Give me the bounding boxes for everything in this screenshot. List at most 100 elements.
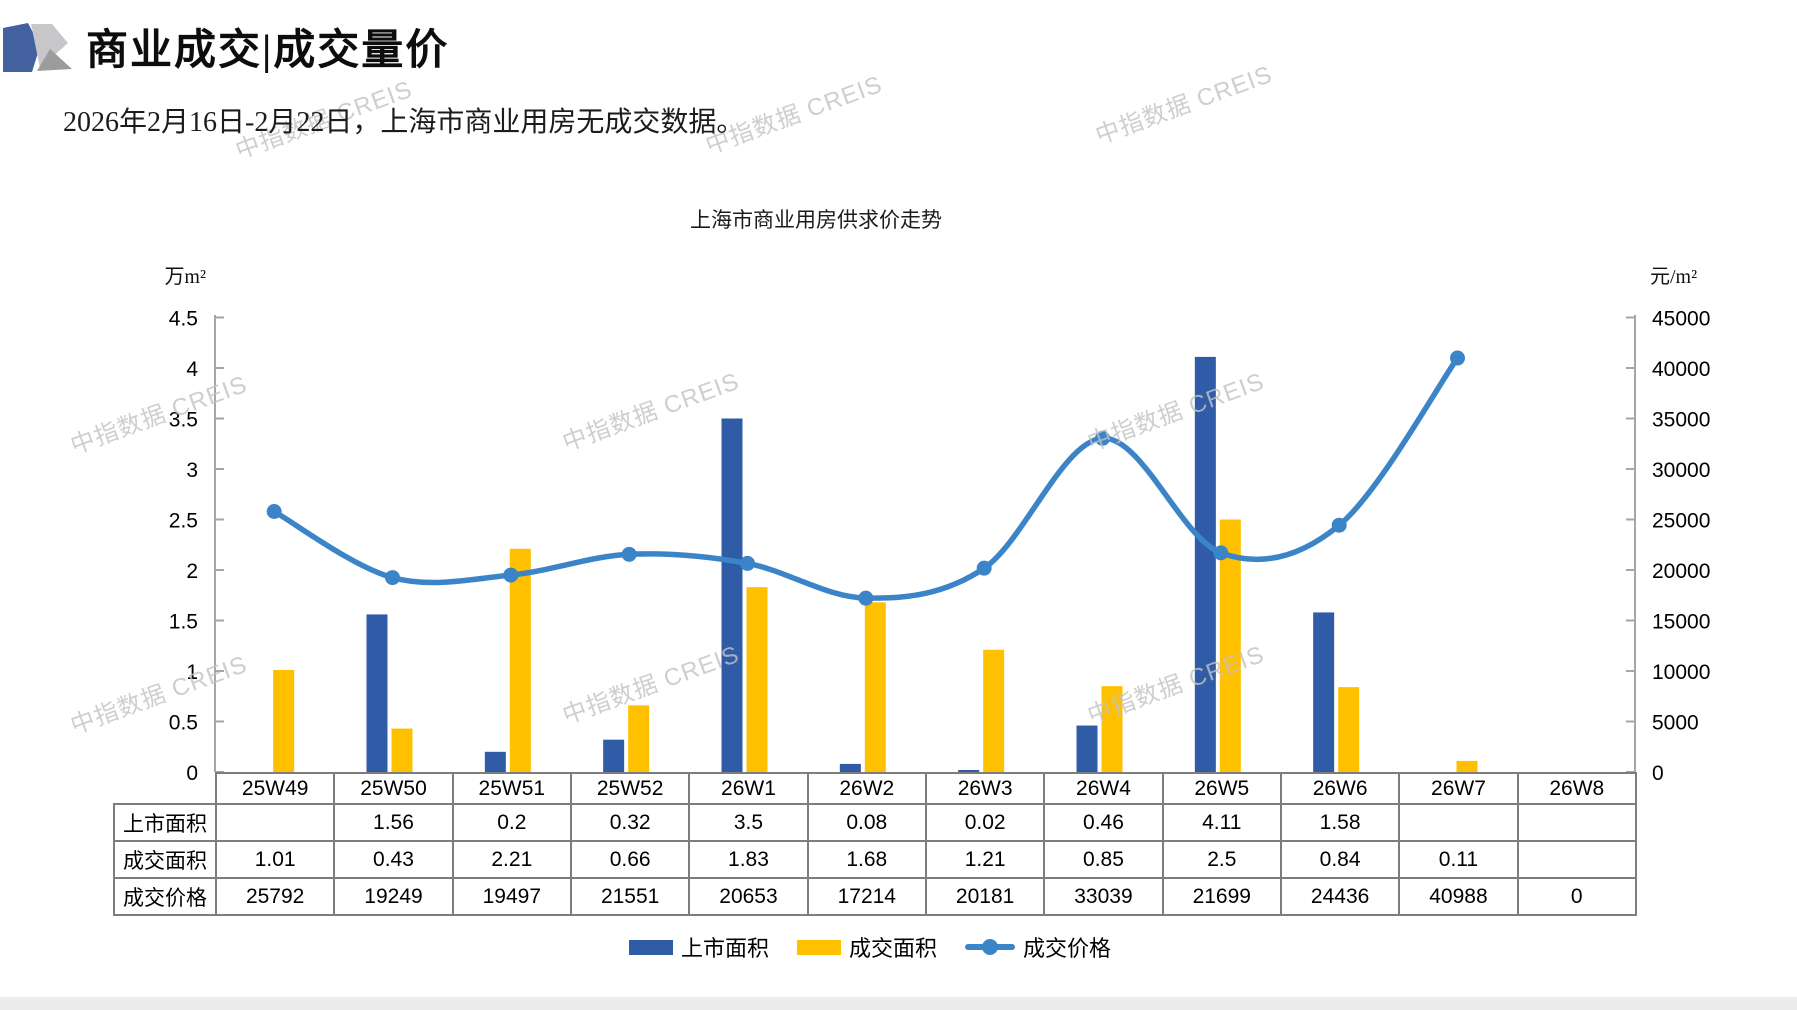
sold-price-point [503,567,519,583]
sold-price-point [740,555,755,571]
right-axis-tick-label: 40000 [1652,358,1710,381]
right-axis-tick-label: 5000 [1652,712,1699,735]
sold-area-bar [1219,519,1241,772]
week-header-cell: 26W8 [1516,772,1637,805]
table-cell: 0.46 [1043,803,1164,842]
legend-label: 成交面积 [848,936,937,961]
table-header-row: 25W49 25W50 25W51 25W52 26W1 26W2 26W3 26W4 26W5… [114,772,1637,805]
footer-strip [0,997,1797,1010]
table-cell [1398,803,1519,842]
week-header-cell: 25W51 [451,772,572,805]
left-axis-tick-label: 1.5 [169,611,198,634]
listed-area-bar [603,739,625,772]
listed-area-swatch-icon [628,939,673,955]
sold-price-point [621,546,637,562]
table-corner-cell [114,773,216,804]
right-axis-tick-label: 0 [1652,762,1664,785]
legend-label: 成交价格 [1023,936,1112,961]
sold-price-point [266,504,282,520]
listed-area-bar [366,614,388,772]
table-cell: 2.5 [1161,840,1282,879]
week-header-cell: 26W7 [1398,772,1519,805]
sold-price-point [1331,517,1347,533]
week-header-cell: 25W50 [333,772,454,805]
table-cell: 1.83 [688,840,809,879]
left-axis-tick-label: 4 [186,358,198,381]
sold-area-bar [746,587,768,772]
week-header-cell: 25W52 [569,772,691,805]
sold-price-point [858,590,874,606]
sold-price-point [1213,545,1229,561]
listed-area-bar [839,763,861,772]
right-axis-tick-label: 45000 [1652,308,1710,331]
right-axis-unit: 元/m² [1650,266,1698,288]
chart-title: 上海市商业用房供求价走势 [690,208,942,232]
left-axis-tick-label: 3 [186,459,198,482]
price-line-marker-icon [965,939,1015,955]
legend-item-listed-area: 上市面积 [628,931,769,963]
sold-area-bar [1338,687,1360,772]
week-header-cell: 26W6 [1279,772,1401,805]
table-cell: 0.43 [333,840,454,879]
sold-area-swatch-icon [796,939,841,955]
sold-price-point [976,560,992,576]
table-cell: 0.66 [569,840,691,879]
supply-table: 25W49 25W50 25W51 25W52 26W1 26W2 26W3 26W4 26W5… [113,772,1637,916]
table-row: 成交面积 1.01 0.43 2.21 0.66 1.83 1.68 1.21 0.85 2.5 0… [113,840,1637,879]
table-cell: 1.01 [214,840,336,879]
table-cell: 0.32 [569,803,691,842]
table-cell: 21699 [1161,877,1282,916]
left-axis-tick-label: 0.5 [169,712,198,735]
table-cell: 1.58 [1279,803,1401,842]
right-axis-tick-label: 20000 [1652,560,1710,583]
table-cell: 4.11 [1161,803,1282,842]
right-axis-tick-label: 15000 [1652,611,1710,634]
table-cell: 19249 [333,877,454,916]
table-row: 上市面积 1.56 0.2 0.32 3.5 0.08 0.02 0.46 4.11 1.58 [113,803,1637,842]
sold-price-line [271,355,1461,601]
table-cell: 17214 [806,877,927,916]
table-cell [214,803,336,842]
sold-price-point [385,570,400,586]
sold-area-bar [1101,686,1123,772]
page-subtitle: 2026年2月16日-2月22日，上海市商业用房无成交数据。 [63,107,745,138]
listed-area-bar [1076,725,1098,772]
right-axis-tick-label: 10000 [1652,661,1710,684]
table-cell: 24436 [1279,877,1401,916]
left-axis-tick-label: 1 [186,661,198,684]
table-cell: 0.02 [924,803,1046,842]
logo-darkgray-shape [37,49,72,71]
table-cell: 1.68 [806,840,927,879]
sold-area-bar [509,548,531,772]
right-axis-tick-label: 35000 [1652,409,1710,432]
table-row: 成交价格 25792 19249 19497 21551 20653 17214 20181 3… [113,877,1637,916]
week-header-cell: 26W3 [924,772,1046,805]
table-cell: 2.21 [451,840,572,879]
left-axis-tick-label: 4.5 [169,308,198,331]
table-cell: 0.11 [1398,840,1519,879]
chart-legend: 上市面积 成交面积 成交价格 [0,931,1740,963]
table-cell: 3.5 [688,803,809,842]
table-cell: 1.21 [924,840,1046,879]
sold-area-bar [628,705,650,772]
listed-area-bar [1313,612,1335,772]
listed-area-bar [1194,356,1216,772]
legend-item-sold-price: 成交价格 [965,931,1111,963]
week-header-cell: 26W5 [1161,772,1282,805]
left-axis-unit: 万m² [164,266,206,288]
page-title: 商业成交|成交量价 [86,28,450,74]
left-axis-tick-label: 2 [186,560,198,583]
table-cell: 0.2 [451,803,572,842]
sold-price-point [1095,430,1110,446]
table-cell [1516,840,1637,879]
table-cell: 1.56 [333,803,454,842]
table-cell: 20653 [688,877,809,916]
sold-price-point [1450,350,1465,366]
table-cell: 25792 [214,877,336,916]
row-label-cell: 上市面积 [113,803,217,842]
left-axis-tick-label: 2.5 [169,510,198,533]
week-header-cell: 25W49 [214,772,336,805]
right-axis-tick-label: 25000 [1652,510,1710,533]
